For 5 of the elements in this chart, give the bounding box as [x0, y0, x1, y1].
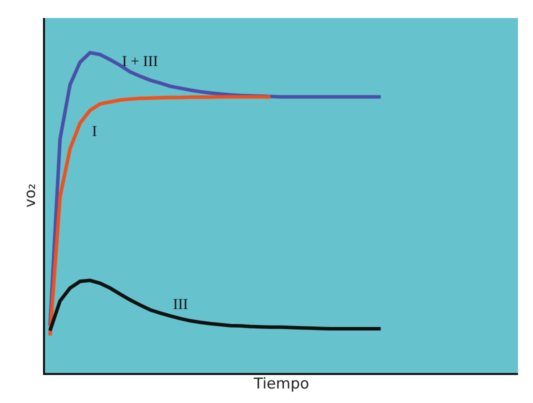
series-label: I + III [122, 54, 158, 70]
x-axis-title: Tiempo [252, 374, 310, 393]
series-label: I [92, 124, 97, 140]
series-label: III [173, 297, 188, 313]
y-axis-title: vo₂ [21, 183, 39, 208]
